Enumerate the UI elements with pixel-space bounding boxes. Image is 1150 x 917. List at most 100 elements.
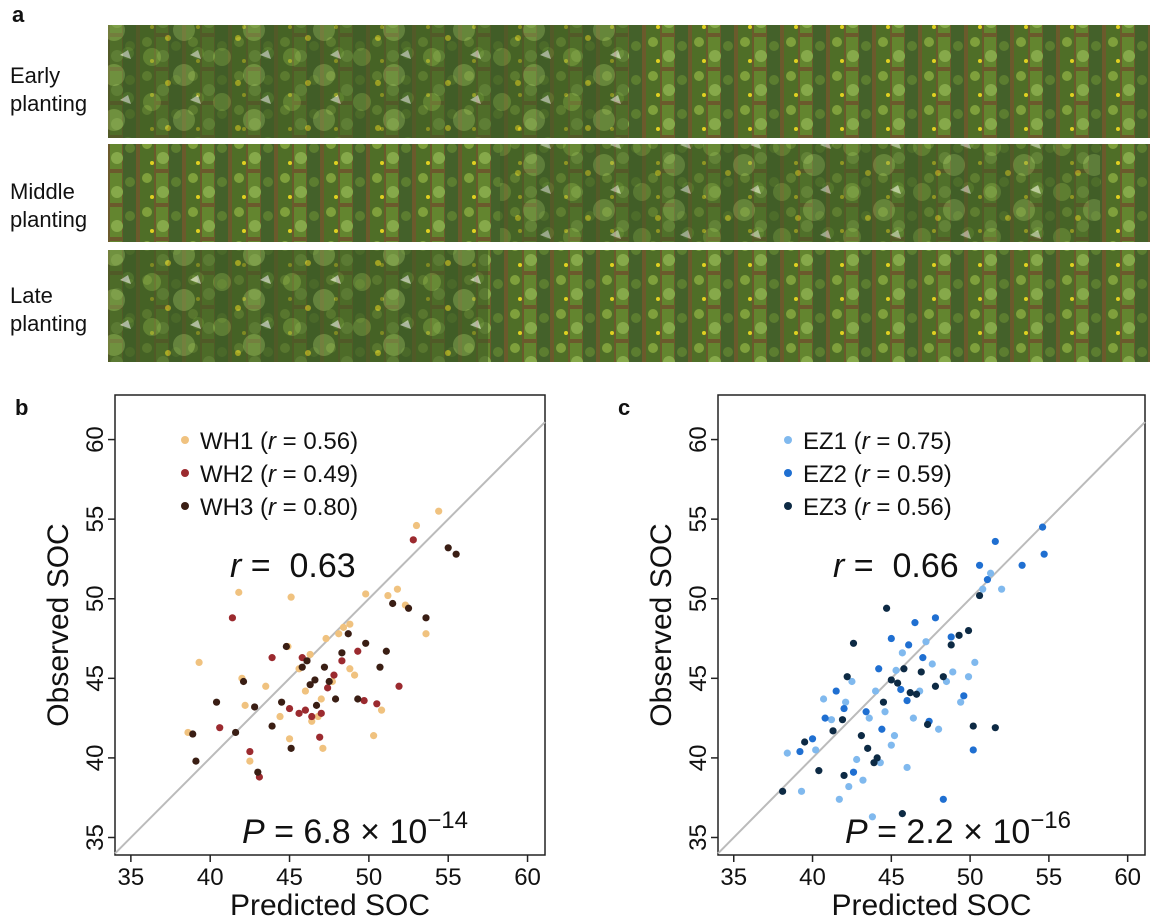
- data-point: [338, 649, 346, 657]
- data-point: [986, 569, 995, 577]
- data-point: [911, 619, 919, 627]
- y-tick-label: 45: [82, 665, 109, 692]
- data-point: [239, 677, 248, 686]
- data-point: [330, 671, 338, 679]
- data-point: [928, 660, 936, 668]
- data-point: [301, 706, 310, 714]
- data-point: [212, 698, 221, 706]
- data-point: [287, 744, 295, 752]
- data-point: [957, 698, 965, 706]
- data-point: [276, 712, 284, 721]
- data-point: [862, 708, 870, 716]
- legend-label: EZ2 (r = 0.59): [803, 461, 952, 488]
- data-point: [268, 722, 276, 730]
- x-tick-label: 35: [720, 864, 747, 891]
- data-point: [879, 698, 888, 706]
- x-tick-label: 60: [1114, 864, 1141, 891]
- data-point: [317, 709, 325, 717]
- legend-marker: [784, 469, 792, 477]
- data-point: [308, 712, 316, 721]
- data-point: [801, 738, 809, 746]
- data-point: [312, 701, 321, 709]
- data-point: [322, 634, 330, 643]
- data-point: [939, 673, 947, 681]
- data-point: [971, 658, 979, 667]
- y-tick-label: 35: [685, 824, 712, 851]
- data-point: [838, 716, 847, 724]
- x-tick-label: 50: [356, 864, 383, 891]
- x-tick-label: 55: [435, 864, 462, 891]
- data-point: [812, 746, 820, 754]
- data-point: [246, 757, 254, 765]
- y-tick-label: 60: [82, 426, 109, 453]
- data-point: [900, 665, 908, 673]
- data-point: [979, 585, 987, 593]
- data-point: [320, 663, 329, 671]
- identity-line: [114, 421, 546, 855]
- data-point: [864, 744, 872, 752]
- identity-line: [717, 421, 1146, 855]
- data-point: [975, 561, 984, 569]
- data-point: [843, 673, 851, 681]
- data-point: [827, 716, 836, 724]
- data-point: [354, 695, 362, 703]
- data-point: [235, 588, 243, 596]
- text-part: = 0.66: [844, 547, 958, 585]
- data-point: [331, 695, 340, 703]
- y-tick-label: 55: [685, 506, 712, 533]
- legend-label: WH1 (r = 0.56): [200, 428, 358, 455]
- data-point: [923, 720, 932, 729]
- p-annotation: P = 2.2 × 10−16: [845, 807, 1071, 851]
- data-point: [887, 676, 895, 684]
- data-point: [887, 634, 895, 643]
- data-point: [875, 665, 883, 673]
- data-point: [922, 638, 930, 646]
- row-label: Late planting: [10, 283, 88, 336]
- data-point: [964, 673, 973, 681]
- data-point: [435, 507, 443, 515]
- data-point: [964, 626, 973, 635]
- data-point: [268, 654, 276, 662]
- data-point: [853, 755, 861, 764]
- data-point: [316, 733, 324, 741]
- data-point: [251, 703, 259, 711]
- data-point: [384, 591, 392, 600]
- data-point: [228, 614, 237, 622]
- data-point: [262, 682, 270, 690]
- data-point: [998, 585, 1006, 593]
- data-point: [865, 714, 873, 722]
- data-point: [412, 521, 421, 530]
- data-point: [975, 591, 984, 600]
- x-tick-label: 60: [514, 864, 541, 891]
- data-point: [301, 687, 310, 695]
- y-tick-label: 55: [82, 506, 109, 533]
- text-part: = 2.2 × 10: [868, 813, 1031, 851]
- data-point: [887, 741, 895, 749]
- data-point: [845, 782, 853, 791]
- data-point: [842, 698, 850, 706]
- text-part: r: [833, 547, 846, 585]
- legend-label: WH3 (r = 0.80): [200, 494, 358, 521]
- data-point: [295, 709, 303, 717]
- data-point: [848, 677, 856, 686]
- y-axis-title: Observed SOC: [42, 523, 75, 726]
- x-tick-label: 45: [878, 864, 905, 891]
- data-point: [285, 735, 294, 743]
- text-part: P: [242, 813, 265, 851]
- x-axis-title: Predicted SOC: [230, 889, 430, 917]
- data-point: [231, 728, 240, 737]
- data-point: [815, 767, 823, 775]
- data-point: [931, 614, 940, 622]
- data-point: [947, 633, 955, 641]
- row-label: Early planting: [10, 63, 88, 116]
- data-point: [287, 593, 295, 601]
- r-annotation: r = 0.63: [230, 547, 356, 585]
- data-point: [373, 700, 381, 708]
- data-point: [317, 695, 325, 703]
- data-point: [983, 576, 992, 584]
- legend-marker: [181, 436, 189, 444]
- data-point: [404, 604, 413, 612]
- r-annotation: r = 0.66: [833, 547, 959, 585]
- data-point: [362, 590, 370, 598]
- data-point: [306, 650, 314, 659]
